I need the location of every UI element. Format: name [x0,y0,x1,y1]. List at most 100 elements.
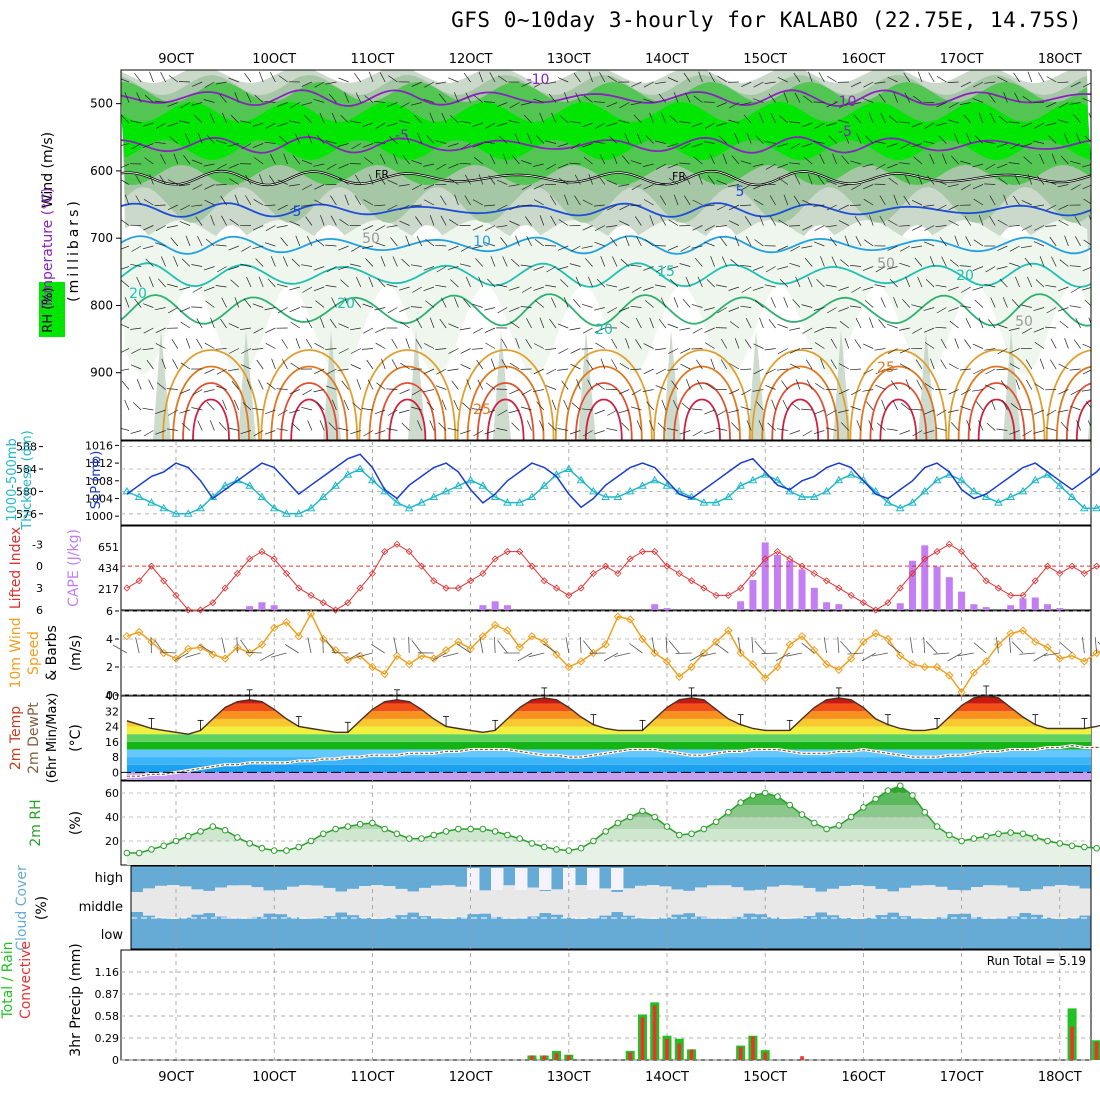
wind-barb [535,300,545,308]
wind-barb [411,81,422,87]
wind-barb [803,156,813,165]
lifted-index-point [307,591,315,599]
wind-barb [436,368,447,375]
wind10m-barb [174,652,189,662]
wind-barb [121,348,130,353]
temp-band [126,764,1091,773]
wind-barb [668,348,679,354]
cloud-middle-cell [515,885,528,919]
wind-barb [204,81,215,88]
wind-barb [839,363,849,370]
wind-barb [314,81,325,88]
wind10m-barb [497,640,508,654]
wind-barb [644,239,654,247]
cloud-level-label: middle [79,900,123,915]
wind-barb [782,399,789,411]
wind-barb [1082,164,1091,168]
wind-barb [161,358,166,370]
wind-barb [935,284,947,288]
wind-barb [473,430,483,437]
wind-barb [656,266,666,273]
wind-barb [191,159,203,165]
wind-barb [121,143,130,146]
wind-barb [947,119,959,124]
wind-barb [349,327,361,331]
lifted-index-point [147,562,156,570]
wind-barb [879,195,886,206]
wind-barb [680,143,691,150]
wind-barb [731,155,740,165]
wind-barb [744,216,752,226]
cloud-middle-cell [983,885,996,919]
wind-barb [972,286,984,291]
wind-barb [734,235,740,247]
cloud-middle-cell [455,886,468,918]
ytick-label: 1008 [85,475,113,488]
lifted-index-point [503,547,511,556]
wind-barb [546,266,557,273]
wind-barb [338,245,349,251]
wind-barb [498,135,508,144]
wind-barb [483,101,496,103]
wind10m-point [527,631,537,641]
wind-barb [728,389,740,395]
wind-barb [243,298,252,308]
wind-barb [314,342,325,349]
wind-barb [1073,114,1081,124]
wind-barb [886,266,898,270]
wind-barb [814,327,825,333]
wind-barb [533,368,544,375]
wind-barb [121,219,130,226]
rh-band [126,817,1091,829]
wind10m-point [662,657,672,666]
wind-barb [631,389,642,396]
wind-barb [802,430,813,437]
wind-barb [722,153,728,165]
wind-barb [978,215,984,226]
wind-barb [716,180,727,185]
wind-barb [417,133,423,144]
cloud-middle-cell [575,885,588,919]
wind-barb [221,297,227,308]
wind-barb [253,327,264,334]
rh2m-point [418,835,425,842]
wind10m-point [675,672,684,682]
warm-contour-2-3 [388,398,427,440]
rh2m-point [958,837,965,845]
cape-bar [798,569,806,610]
wind-barb [496,428,508,431]
wind-barb [745,236,752,247]
warm-contour-7-0 [849,349,948,440]
wind-barb [315,238,325,247]
wind-barb [966,420,972,431]
wind-barb [483,204,496,207]
wind-barb [752,286,764,291]
wind-barb [569,120,581,124]
wind-barb [302,184,313,191]
wind-barb [643,286,654,291]
thickness-point [306,503,316,512]
wind-barb [350,263,361,267]
ytick-label: 217 [98,583,119,596]
cloud-middle-cell [275,889,288,915]
ytick-label: 0 [112,766,119,779]
wind-barb [355,174,362,185]
wind-barb [789,262,801,267]
panel-ylabel: Thickness (dm) [20,430,35,530]
wind-barb [779,115,789,124]
wind-barb [1058,363,1069,370]
wind-barb [206,401,215,411]
wind10m-barb [198,644,214,654]
wind-barb [410,204,422,207]
warm-contour-4-2 [574,382,633,440]
wind-barb [1034,122,1045,129]
wind-barb [173,153,179,165]
wind-barb [679,430,691,435]
wind-barb [948,363,959,370]
cloud-middle-cell [431,885,444,919]
wind-barb [621,422,630,431]
wind-barb [694,257,703,267]
wind-barb [154,307,166,311]
rh2m-point [565,847,573,854]
cape-bar [945,577,953,610]
